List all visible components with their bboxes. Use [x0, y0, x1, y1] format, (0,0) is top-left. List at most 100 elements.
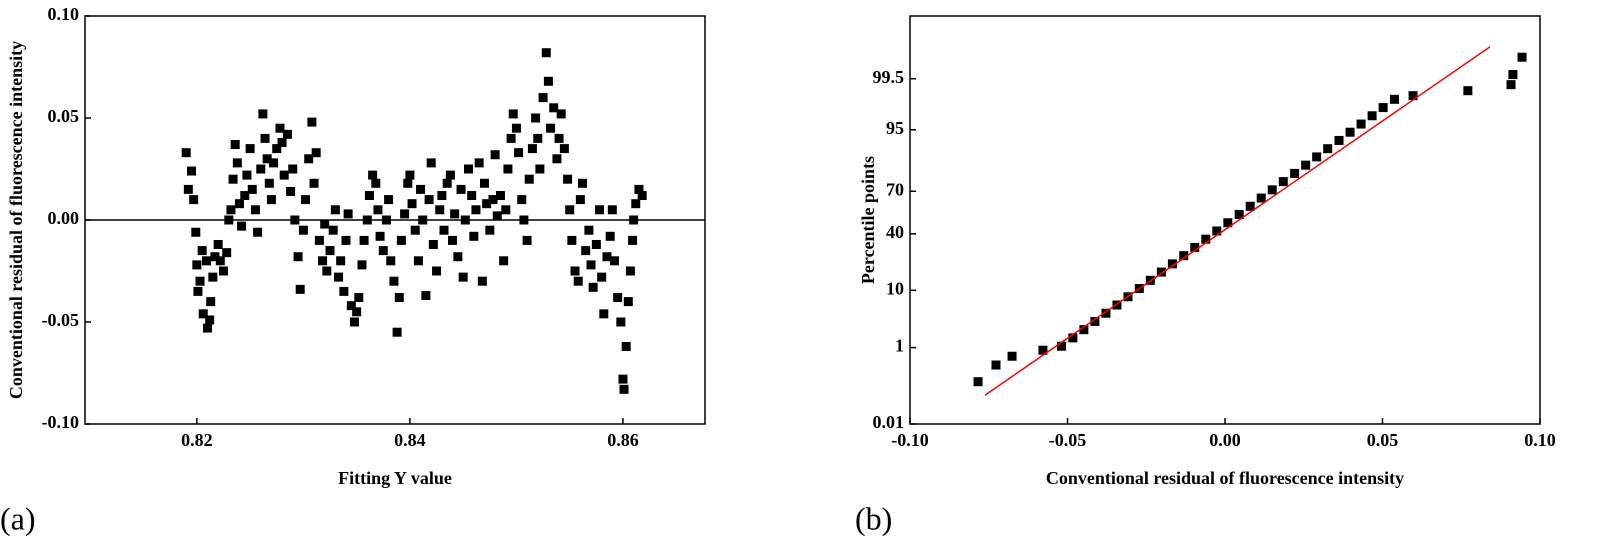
x-tick-label: -0.05 — [1049, 430, 1087, 450]
data-point — [588, 282, 598, 292]
data-point — [325, 246, 335, 256]
data-point — [362, 215, 372, 225]
data-point — [205, 315, 215, 325]
data-point — [1508, 70, 1518, 80]
data-point — [279, 170, 289, 180]
data-point — [341, 235, 351, 245]
data-point — [189, 195, 199, 205]
data-point — [318, 256, 328, 266]
data-point — [193, 286, 203, 296]
data-point — [226, 205, 236, 215]
data-point — [309, 178, 319, 188]
data-point — [210, 252, 220, 262]
data-point — [599, 309, 609, 319]
data-point — [471, 205, 481, 215]
data-point — [384, 195, 394, 205]
x-tick-label: 0.86 — [607, 430, 639, 450]
data-point — [495, 191, 505, 201]
data-point — [343, 209, 353, 219]
data-point — [410, 225, 420, 235]
data-point — [448, 235, 458, 245]
data-point — [565, 205, 575, 215]
data-point — [637, 191, 647, 201]
data-point — [413, 256, 423, 266]
data-point — [389, 276, 399, 286]
data-point — [416, 184, 426, 194]
data-point — [458, 272, 468, 282]
y-tick-label: -0.10 — [42, 412, 80, 432]
data-point — [1234, 210, 1244, 220]
data-point — [432, 266, 442, 276]
data-point — [314, 235, 324, 245]
data-point — [1212, 226, 1222, 236]
data-point — [1389, 94, 1399, 104]
data-point — [396, 235, 406, 245]
data-point — [559, 144, 569, 154]
data-point — [218, 266, 228, 276]
data-point — [277, 137, 287, 147]
data-point — [1517, 52, 1527, 62]
data-point — [298, 225, 308, 235]
data-point — [1278, 177, 1288, 187]
data-point — [1506, 80, 1516, 90]
data-point — [375, 231, 385, 241]
y-tick-label: 0.01 — [873, 412, 905, 432]
data-point — [563, 174, 573, 184]
x-tick-label: 0.05 — [1367, 430, 1399, 450]
data-point — [453, 252, 463, 262]
data-point — [181, 148, 191, 158]
data-point — [245, 144, 255, 154]
data-point — [1256, 193, 1266, 203]
data-point — [479, 178, 489, 188]
data-point — [1463, 86, 1473, 96]
data-point — [1201, 234, 1211, 244]
data-point — [477, 276, 487, 286]
data-point — [609, 256, 619, 266]
panel-label: (b) — [855, 500, 892, 536]
data-point — [605, 231, 615, 241]
data-point — [595, 205, 605, 215]
data-point — [405, 170, 415, 180]
data-point — [1408, 91, 1418, 101]
data-point — [1057, 341, 1067, 351]
data-point — [467, 191, 477, 201]
x-axis-label: Fitting Y value — [338, 468, 452, 488]
data-point — [503, 164, 513, 174]
data-point — [426, 158, 436, 168]
data-point — [584, 225, 594, 235]
data-point — [623, 297, 633, 307]
data-point — [1179, 251, 1189, 261]
data-point — [286, 186, 296, 196]
data-point — [575, 195, 585, 205]
data-point — [328, 225, 338, 235]
data-point — [581, 246, 591, 256]
data-point — [464, 164, 474, 174]
data-point — [631, 199, 641, 209]
data-point — [262, 154, 272, 164]
data-point — [381, 215, 391, 225]
data-point — [1068, 333, 1078, 343]
data-point — [485, 225, 495, 235]
data-point — [556, 109, 566, 119]
data-point — [511, 123, 521, 133]
data-point — [445, 170, 455, 180]
data-point — [991, 360, 1001, 370]
data-point — [538, 93, 548, 103]
data-point — [295, 284, 305, 294]
data-point — [232, 158, 242, 168]
data-point — [616, 317, 626, 327]
data-point — [183, 184, 193, 194]
data-point — [224, 215, 234, 225]
data-point — [634, 184, 644, 194]
data-point — [269, 158, 279, 168]
data-point — [474, 158, 484, 168]
data-point — [330, 205, 340, 215]
data-point — [607, 205, 617, 215]
data-point — [275, 123, 285, 133]
data-point — [230, 140, 240, 150]
data-point — [1156, 267, 1166, 277]
data-point — [1367, 111, 1377, 121]
data-point — [482, 199, 492, 209]
data-point — [514, 148, 524, 158]
